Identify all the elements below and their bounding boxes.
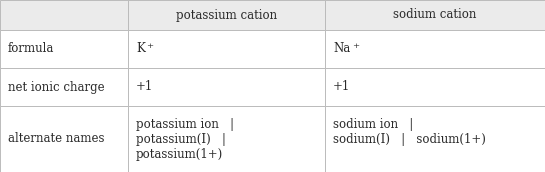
Text: +: +: [352, 41, 359, 50]
Text: K: K: [136, 42, 145, 56]
Bar: [128, 68, 325, 106]
Text: +1: +1: [333, 80, 350, 94]
Bar: [0, 0, 128, 30]
Bar: [128, 0, 325, 30]
Text: potassium(I)   |: potassium(I) |: [136, 133, 226, 146]
Bar: [0, 106, 128, 172]
Text: Na: Na: [333, 42, 350, 56]
Bar: [325, 0, 545, 30]
Bar: [0, 30, 128, 68]
Bar: [325, 106, 545, 172]
Text: potassium cation: potassium cation: [176, 8, 277, 22]
Bar: [0, 68, 128, 106]
Text: +: +: [146, 41, 153, 50]
Bar: [128, 106, 325, 172]
Text: potassium(1+): potassium(1+): [136, 148, 223, 161]
Text: potassium ion   |: potassium ion |: [136, 118, 234, 131]
Text: alternate names: alternate names: [8, 132, 105, 146]
Text: sodium ion   |: sodium ion |: [333, 118, 413, 131]
Bar: [325, 30, 545, 68]
Bar: [128, 30, 325, 68]
Bar: [325, 68, 545, 106]
Text: sodium(I)   |   sodium(1+): sodium(I) | sodium(1+): [333, 133, 486, 146]
Text: sodium cation: sodium cation: [393, 8, 477, 22]
Text: formula: formula: [8, 42, 54, 56]
Text: +1: +1: [136, 80, 153, 94]
Text: net ionic charge: net ionic charge: [8, 80, 105, 94]
